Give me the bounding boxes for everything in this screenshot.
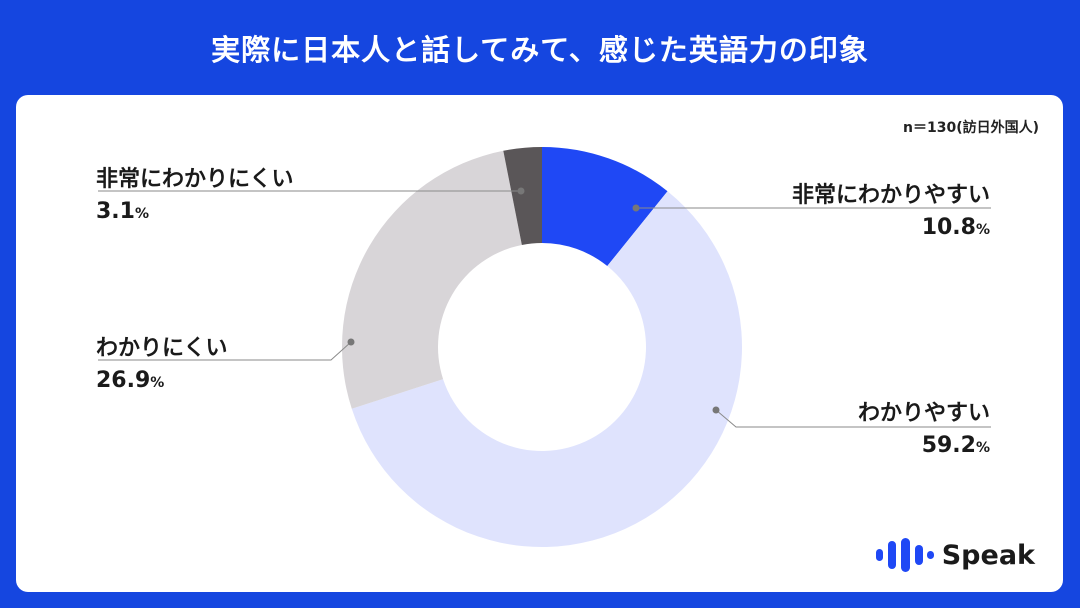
- slice-value-very-hard: 3.1: [96, 199, 135, 224]
- leader-dot-very-easy: [632, 204, 640, 212]
- sample-size-note: n＝130(訪日外国人): [903, 120, 1039, 136]
- leader-dot-hard: [347, 338, 355, 346]
- donut-slice-hard: [341, 150, 522, 409]
- speak-logo: Speak: [875, 538, 1035, 572]
- donut-slice-very-hard: [503, 147, 542, 245]
- soundwave-icon: [875, 538, 934, 572]
- slice-unit-hard: %: [150, 375, 165, 391]
- leader-dot-very-hard: [517, 187, 525, 195]
- slice-name-easy: わかりやすい: [857, 401, 990, 426]
- leader-dot-easy: [712, 406, 720, 414]
- slice-label-easy: わかりやすい 59.2%: [858, 395, 990, 458]
- slice-value-easy: 59.2: [921, 433, 976, 458]
- slice-name-very-hard: 非常にわかりにくい: [96, 167, 294, 192]
- chart-card: n＝130(訪日外国人) 非常にわかりやすい 10.8% わかりやすい 59.2…: [16, 95, 1063, 592]
- slice-unit-very-easy: %: [975, 222, 990, 238]
- donut-chart: [98, 147, 991, 547]
- leader-line-hard: [98, 341, 352, 361]
- logo-text: Speak: [941, 539, 1035, 571]
- donut-slice-easy: [351, 191, 743, 547]
- slice-name-hard: わかりにくい: [96, 336, 228, 361]
- slice-label-very-easy: 非常にわかりやすい 10.8%: [792, 177, 990, 240]
- slice-unit-very-hard: %: [134, 206, 150, 222]
- donut-slice-very-easy: [542, 147, 668, 267]
- leader-line-easy: [715, 409, 991, 428]
- slice-label-very-hard: 非常にわかりにくい 3.1%: [96, 161, 294, 224]
- slice-value-hard: 26.9: [96, 368, 151, 393]
- chart-title: 実際に日本人と話してみて、感じた英語力の印象: [211, 32, 869, 67]
- slice-value-very-easy: 10.8: [921, 215, 976, 240]
- slice-name-very-easy: 非常にわかりやすい: [791, 183, 990, 208]
- slice-label-hard: わかりにくい 26.9%: [96, 330, 228, 393]
- slice-unit-easy: %: [975, 440, 990, 456]
